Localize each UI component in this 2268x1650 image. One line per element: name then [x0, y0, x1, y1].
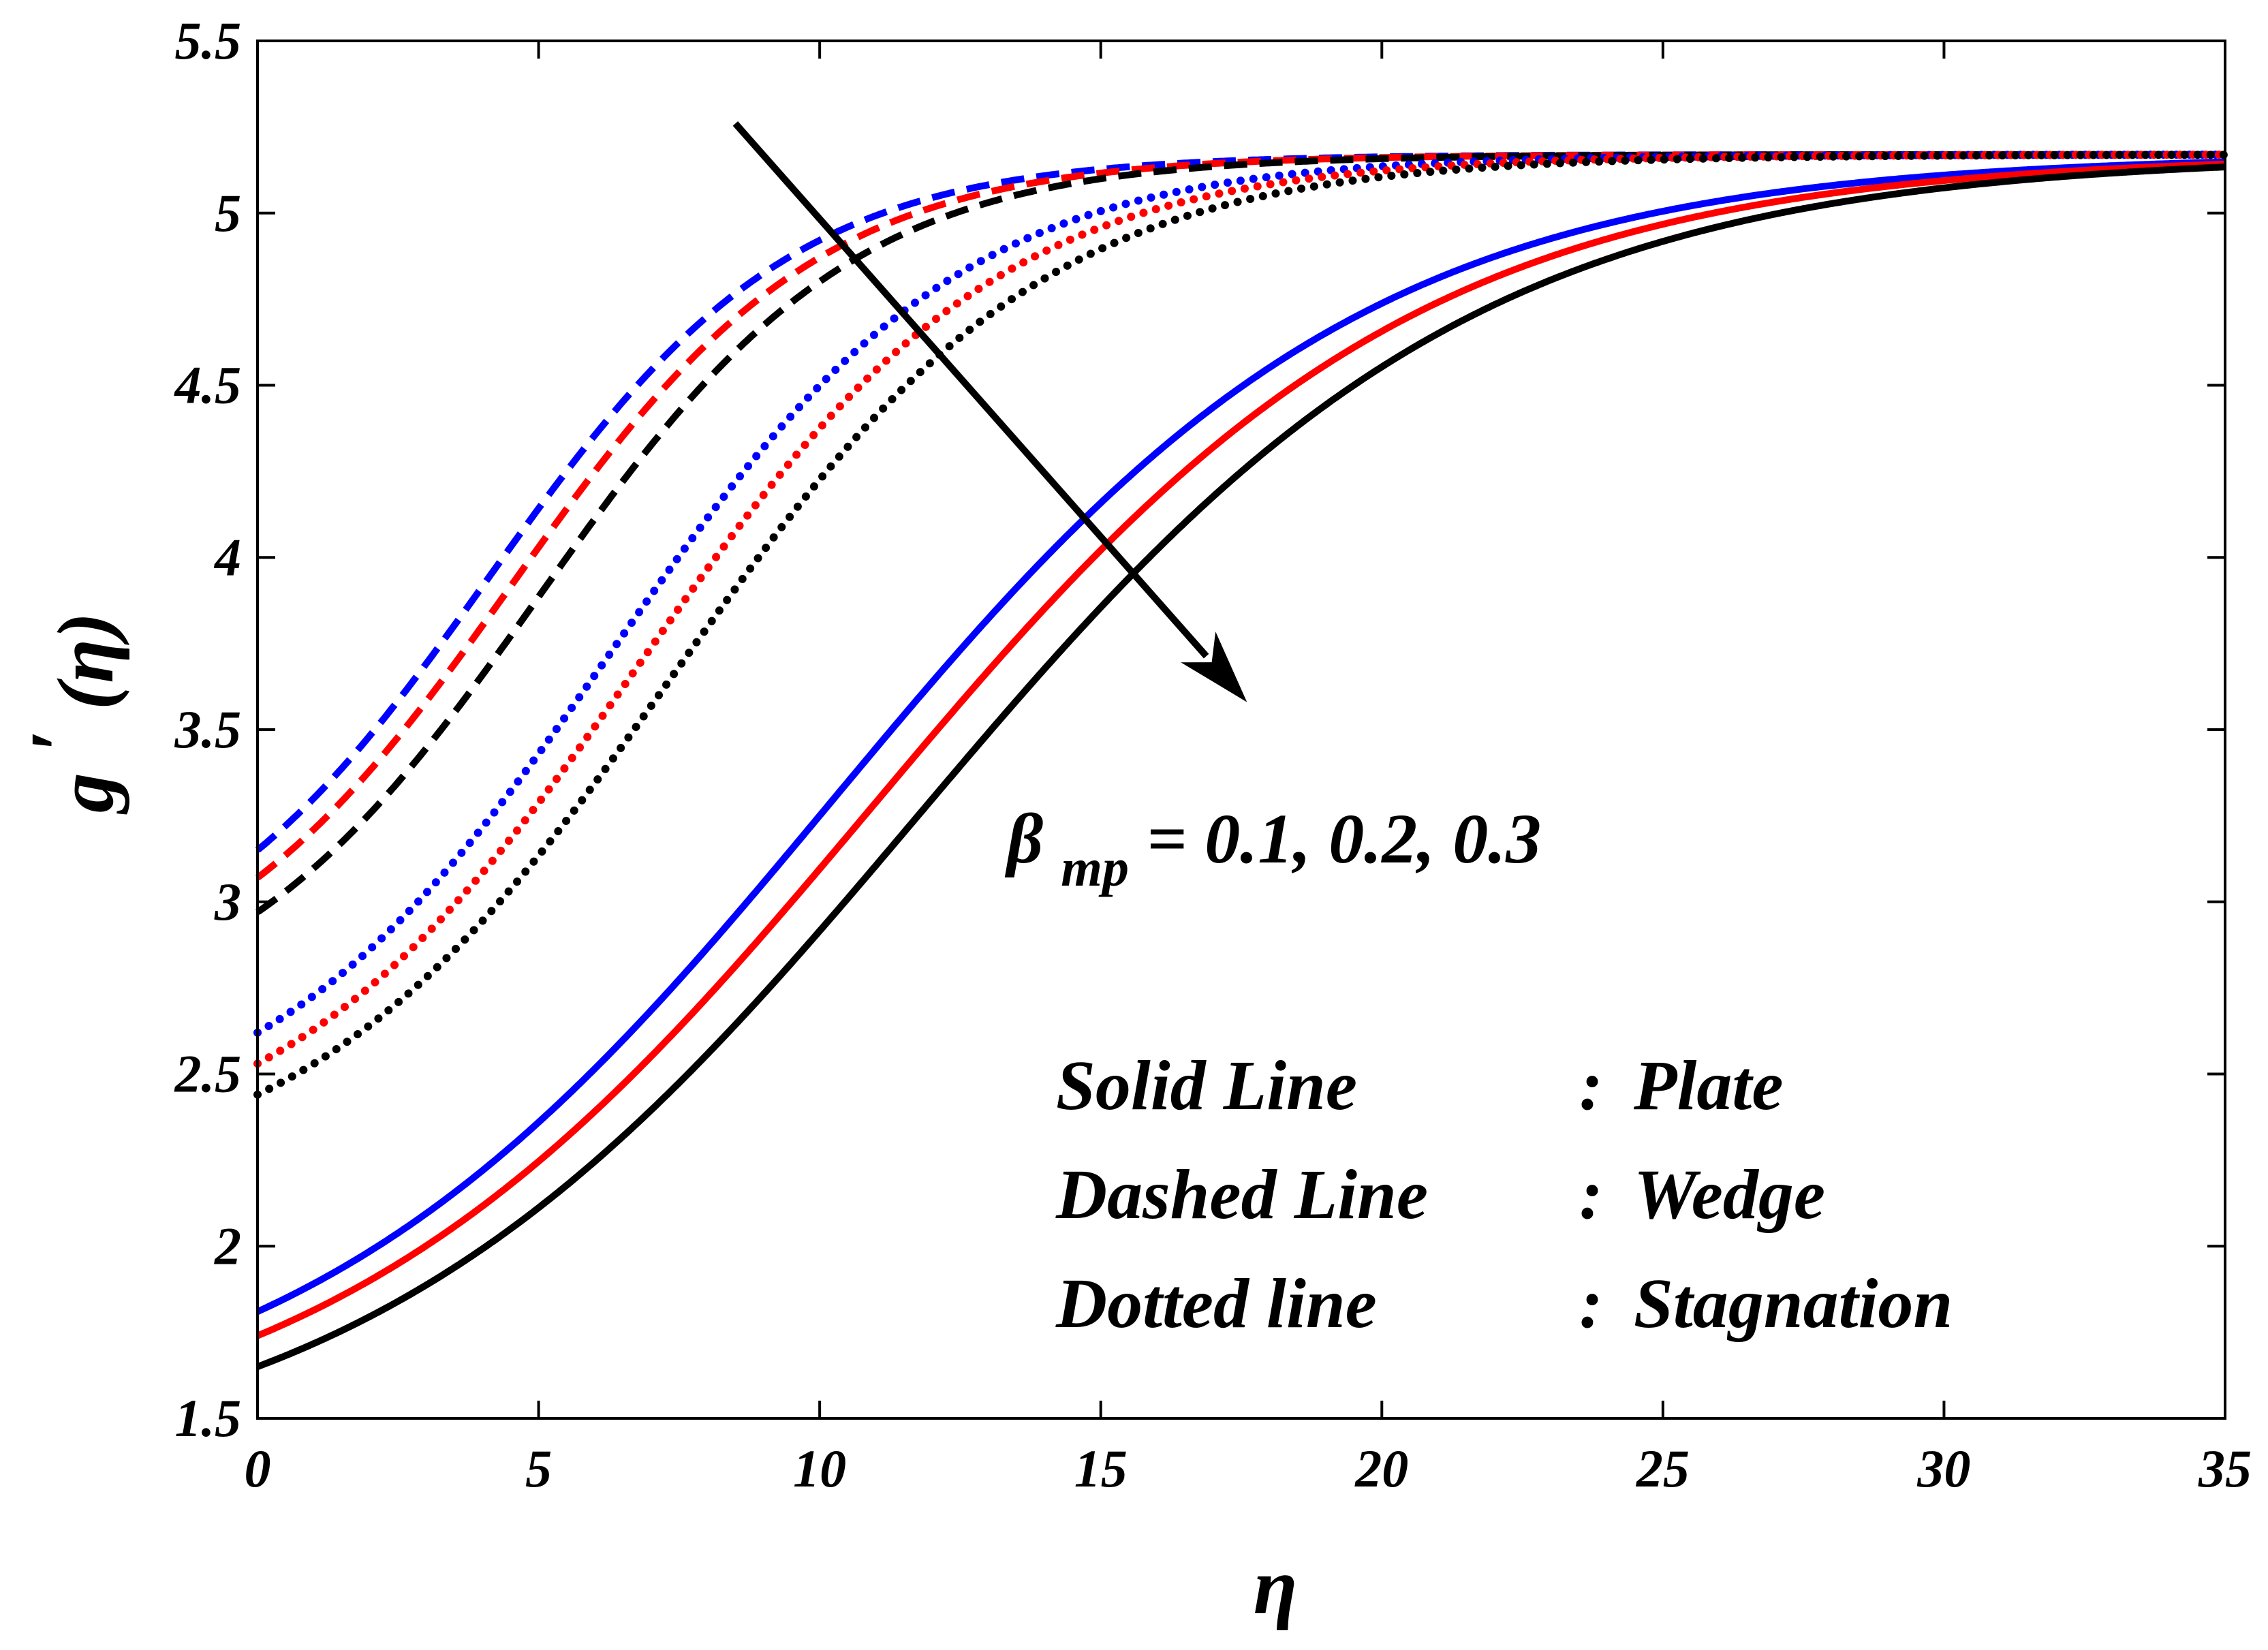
- x-tick-label-0: 0: [245, 1439, 271, 1498]
- series-line-stagnation-1: [253, 151, 2229, 1037]
- legend-text-block: Solid Line : Plate Dashed Line : Wedge D…: [1055, 1046, 1953, 1343]
- y-tick-label-1.5: 1.5: [175, 1388, 242, 1448]
- y-axis-label-arg: (η): [41, 612, 130, 710]
- trend-arrow-shaft: [732, 121, 1209, 659]
- x-tick-label-20: 20: [1354, 1439, 1408, 1498]
- y-tick-label-5.5: 5.5: [175, 11, 242, 70]
- series-line-plate-1: [255, 158, 2226, 1315]
- legend-kind-dashed: Dashed Line: [1055, 1155, 1428, 1234]
- beta-symbol: β: [1004, 800, 1043, 878]
- series-line-plate-3: [256, 164, 2226, 1370]
- svg-text:g ′ (η): g ′ (η): [14, 612, 130, 815]
- y-tick-label-4: 4: [213, 527, 241, 587]
- y-tick-label-4.5: 4.5: [174, 356, 242, 415]
- x-tick-label-25: 25: [1636, 1439, 1690, 1498]
- ticks-layer: 0 5 10 15 20 25 30 35 1.5 2 2.5 3 3.5 4 4.5 5 5.5: [174, 11, 2252, 1498]
- y-axis-label-prime: ′: [14, 730, 103, 753]
- y-tick-label-2.5: 2.5: [174, 1044, 242, 1104]
- beta-annotation: β mp = 0.1, 0.2, 0.3: [1004, 800, 1541, 901]
- series-layer: [253, 151, 2229, 1370]
- arrow-layer: [732, 121, 1247, 702]
- legend-kind-solid: Solid Line: [1056, 1046, 1357, 1125]
- legend-sep-solid: :: [1579, 1046, 1603, 1125]
- y-tick-label-3.5: 3.5: [174, 700, 242, 759]
- x-axis-label: η: [1254, 1542, 1298, 1631]
- x-tick-label-35: 35: [2198, 1439, 2252, 1498]
- series-line-stagnation-3: [253, 151, 2229, 1099]
- y-axis-label: g ′ (η): [14, 612, 130, 815]
- legend-sep-dashed: :: [1579, 1155, 1603, 1234]
- series-line-stagnation-2: [253, 151, 2229, 1068]
- legend-kind-dotted: Dotted line: [1055, 1264, 1377, 1343]
- legend-geom-solid: Plate: [1633, 1046, 1783, 1125]
- x-tick-label-5: 5: [525, 1439, 552, 1498]
- y-axis-label-base: g: [41, 773, 130, 815]
- y-tick-label-5: 5: [215, 183, 241, 243]
- trend-arrow-head: [1181, 632, 1247, 702]
- y-tick-label-2: 2: [214, 1216, 241, 1275]
- y-tick-label-3: 3: [214, 872, 241, 931]
- x-tick-label-30: 30: [1916, 1439, 1970, 1498]
- beta-subscript: mp: [1061, 838, 1129, 897]
- x-tick-label-10: 10: [793, 1439, 846, 1498]
- beta-values: = 0.1, 0.2, 0.3: [1147, 800, 1541, 878]
- x-tick-label-15: 15: [1074, 1439, 1128, 1498]
- legend-geom-dotted: Stagnation: [1634, 1264, 1953, 1343]
- legend-sep-dotted: :: [1579, 1264, 1603, 1343]
- series-line-wedge-1: [255, 151, 2226, 853]
- series-line-wedge-3: [255, 151, 2226, 915]
- series-line-wedge-2: [255, 151, 2226, 881]
- legend-geom-dashed: Wedge: [1634, 1155, 1825, 1234]
- series-line-plate-2: [255, 160, 2226, 1339]
